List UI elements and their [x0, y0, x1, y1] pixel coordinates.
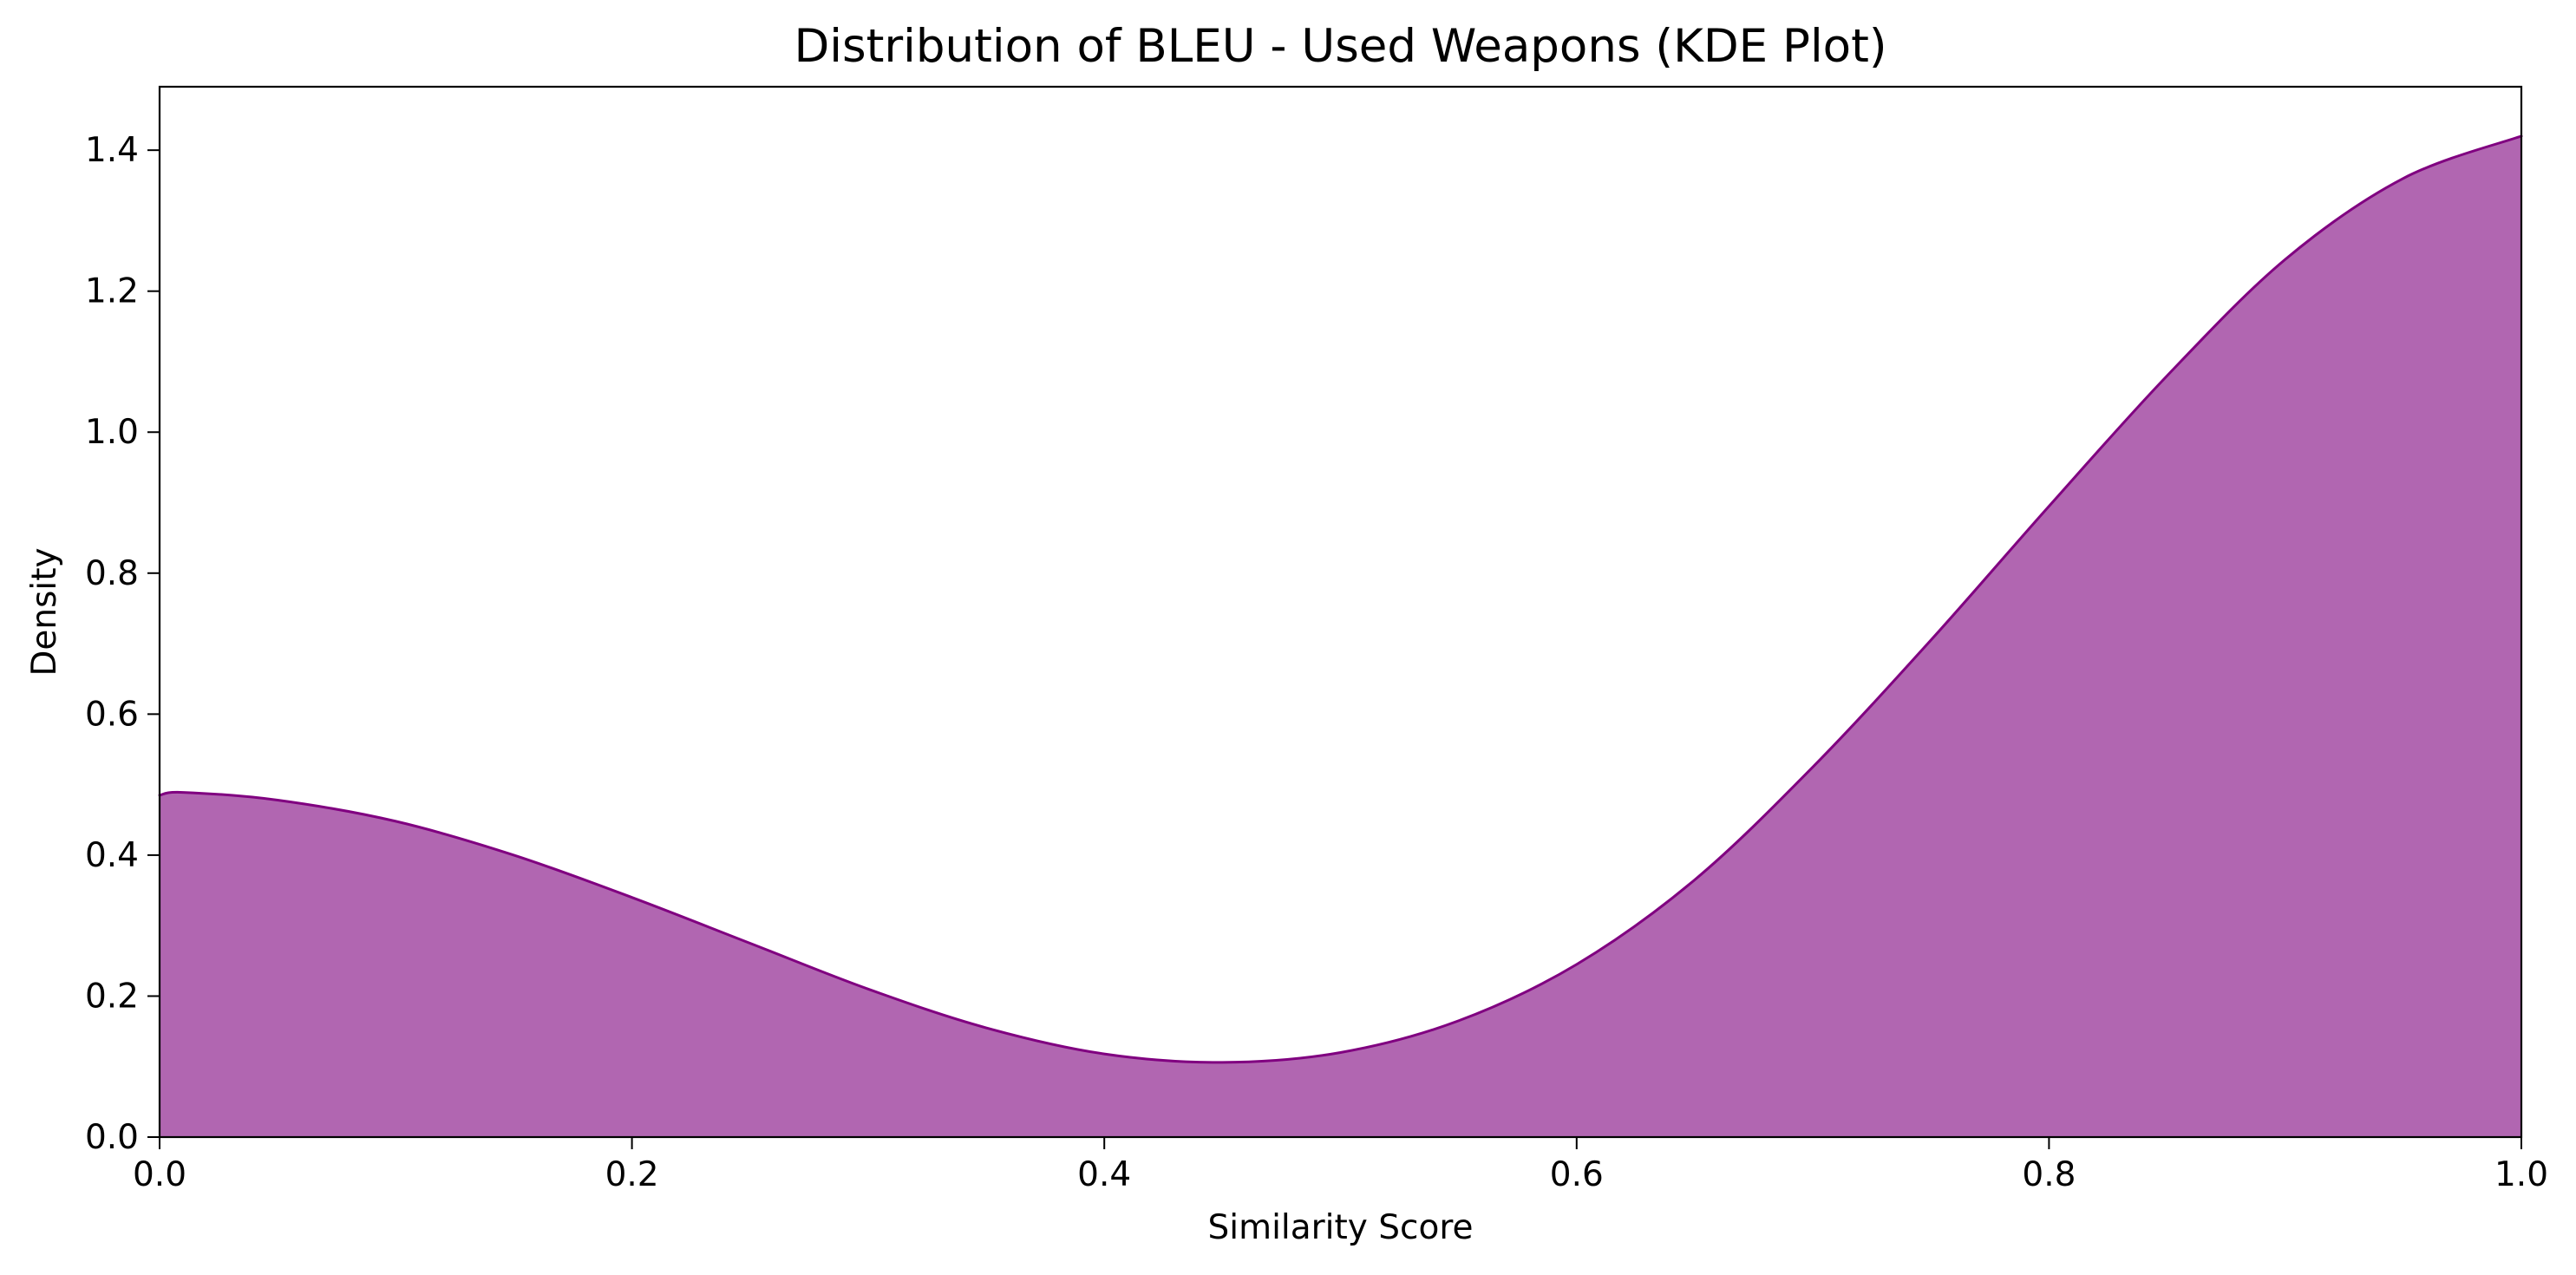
x-axis-ticks: 0.0 0.2 0.4 0.6 0.8 1.0	[133, 1137, 2548, 1194]
y-axis-ticks: 0.0 0.2 0.4 0.6 0.8 1.0 1.2 1.4	[85, 131, 160, 1157]
x-tick-label: 0.4	[1077, 1155, 1131, 1194]
y-tick-label: 0.4	[85, 836, 139, 875]
y-tick-label: 0.8	[85, 554, 139, 593]
x-tick-label: 0.2	[605, 1155, 659, 1194]
x-tick-label: 0.0	[133, 1155, 186, 1194]
x-axis-label: Similarity Score	[1207, 1208, 1473, 1247]
y-tick-label: 0.6	[85, 695, 139, 734]
y-tick-label: 1.2	[85, 272, 139, 311]
y-tick-label: 0.2	[85, 977, 139, 1016]
y-tick-label: 1.4	[85, 131, 139, 170]
y-axis-label: Density	[25, 547, 64, 676]
x-tick-label: 0.8	[2022, 1155, 2076, 1194]
density-line	[158, 134, 2523, 1064]
plot-area	[158, 85, 2523, 1139]
y-tick-label: 1.0	[85, 413, 139, 452]
x-tick-label: 0.6	[1550, 1155, 1604, 1194]
density-area	[160, 135, 2521, 1138]
plot-frame	[158, 85, 2523, 1139]
x-tick-label: 1.0	[2494, 1155, 2548, 1194]
y-tick-label: 0.0	[85, 1118, 139, 1157]
chart-title: Distribution of BLEU - Used Weapons (KDE…	[794, 20, 1886, 73]
